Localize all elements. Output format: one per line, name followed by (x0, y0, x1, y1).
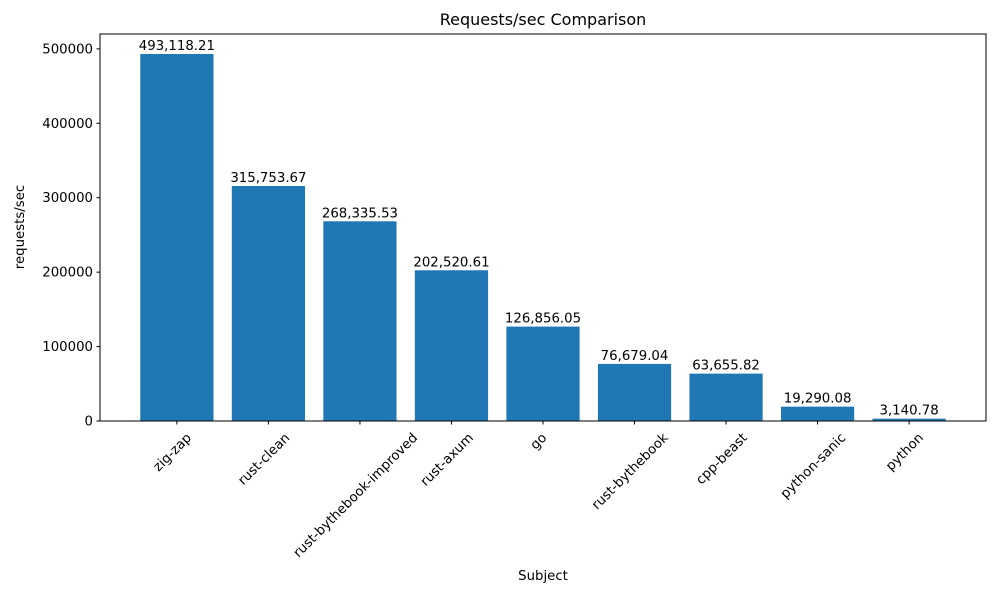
plot-spines (99, 33, 987, 422)
bar (323, 221, 397, 421)
y-tick-label: 0 (85, 415, 93, 430)
y-tick-label: 200000 (42, 266, 93, 281)
y-tick-label: 400000 (42, 117, 93, 132)
y-axis-label: requests/sec (13, 185, 28, 269)
axes-layer (96, 33, 987, 425)
x-tick-label: rust-bythebook (589, 430, 672, 513)
bar-value-label: 19,290.08 (784, 392, 852, 407)
bar-value-label: 63,655.82 (692, 359, 760, 374)
bar (506, 326, 580, 421)
bar (689, 373, 763, 421)
bar (231, 186, 306, 421)
x-tick-label: rust-axum (418, 431, 477, 490)
x-tick-label: rust-clean (236, 431, 294, 489)
y-tick-label: 500000 (42, 42, 93, 57)
bar-value-label: 493,118.21 (139, 39, 215, 54)
x-tick-label: rust-bythebook-improved (291, 431, 421, 561)
chart-title: Requests/sec Comparison (440, 10, 647, 29)
bars-layer (140, 54, 946, 421)
bar (780, 406, 855, 421)
x-tick-label: python-sanic (778, 431, 849, 502)
bar (872, 418, 946, 421)
x-tick-label: python (883, 431, 926, 474)
bar-value-label: 315,753.67 (230, 171, 306, 186)
bar (140, 54, 214, 421)
x-tick-label: zig-zap (151, 431, 195, 475)
x-axis-label: Subject (518, 569, 568, 584)
bar (414, 270, 489, 421)
y-tick-label: 100000 (42, 340, 93, 355)
x-tick-label: go (528, 431, 550, 453)
bar-value-label: 76,679.04 (601, 349, 669, 364)
x-tick-label: cpp-beast (693, 431, 750, 488)
bar-value-label: 3,140.78 (880, 404, 939, 419)
y-tick-label: 300000 (42, 191, 93, 206)
bar (597, 363, 672, 421)
bar-value-label: 268,335.53 (322, 206, 398, 221)
bar-value-label: 202,520.61 (413, 255, 489, 270)
bar-value-label: 126,856.05 (505, 312, 581, 327)
